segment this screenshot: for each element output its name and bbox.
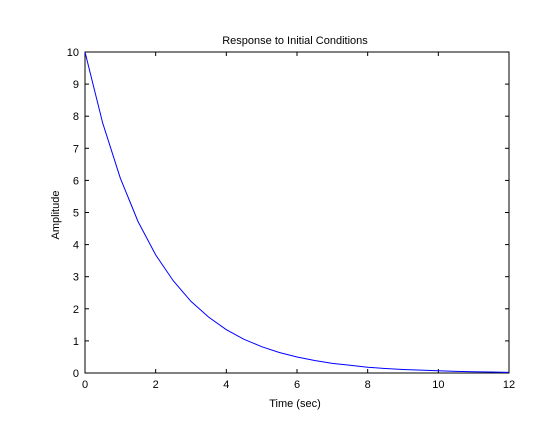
x-tick-label: 0 [82,379,88,391]
y-tick-label: 3 [73,272,79,284]
x-axis-label: Time (sec) [269,398,321,410]
x-tick-label: 4 [223,379,229,391]
y-tick-label: 5 [73,208,79,220]
x-tick-label: 10 [432,379,444,391]
y-tick-label: 4 [73,240,79,252]
plot-frame [84,51,510,374]
y-tick-label: 6 [73,175,79,187]
x-tick-label: 6 [294,379,300,391]
y-tick-label: 2 [73,304,79,316]
x-tick-label: 12 [503,379,515,391]
y-tick-label: 8 [73,111,79,123]
series-line [84,51,510,373]
x-tick-label: 8 [365,379,371,391]
y-tick-label: 0 [73,368,79,380]
y-axis-label: Amplitude [50,191,62,240]
y-tick-label: 1 [73,336,79,348]
y-tick-label: 9 [73,79,79,91]
y-tick-label: 10 [67,47,79,59]
y-tick-label: 7 [73,143,79,155]
series-layer [84,51,510,373]
x-tick-label: 2 [153,379,159,391]
chart-title: Response to Initial Conditions [222,35,368,47]
